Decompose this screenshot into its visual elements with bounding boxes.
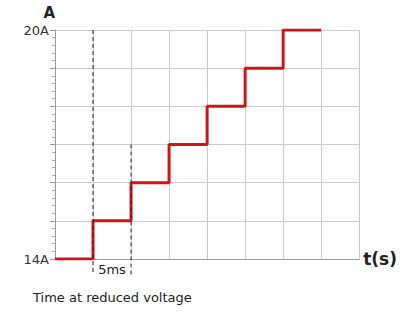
svg-text:5ms: 5ms [98,262,126,277]
svg-text:14A: 14A [24,252,50,267]
svg-text:Time at reduced voltage: Time at reduced voltage [32,290,192,305]
svg-text:20A: 20A [24,23,50,38]
svg-text:A: A [43,4,55,22]
svg-text:t(s): t(s) [363,249,397,269]
